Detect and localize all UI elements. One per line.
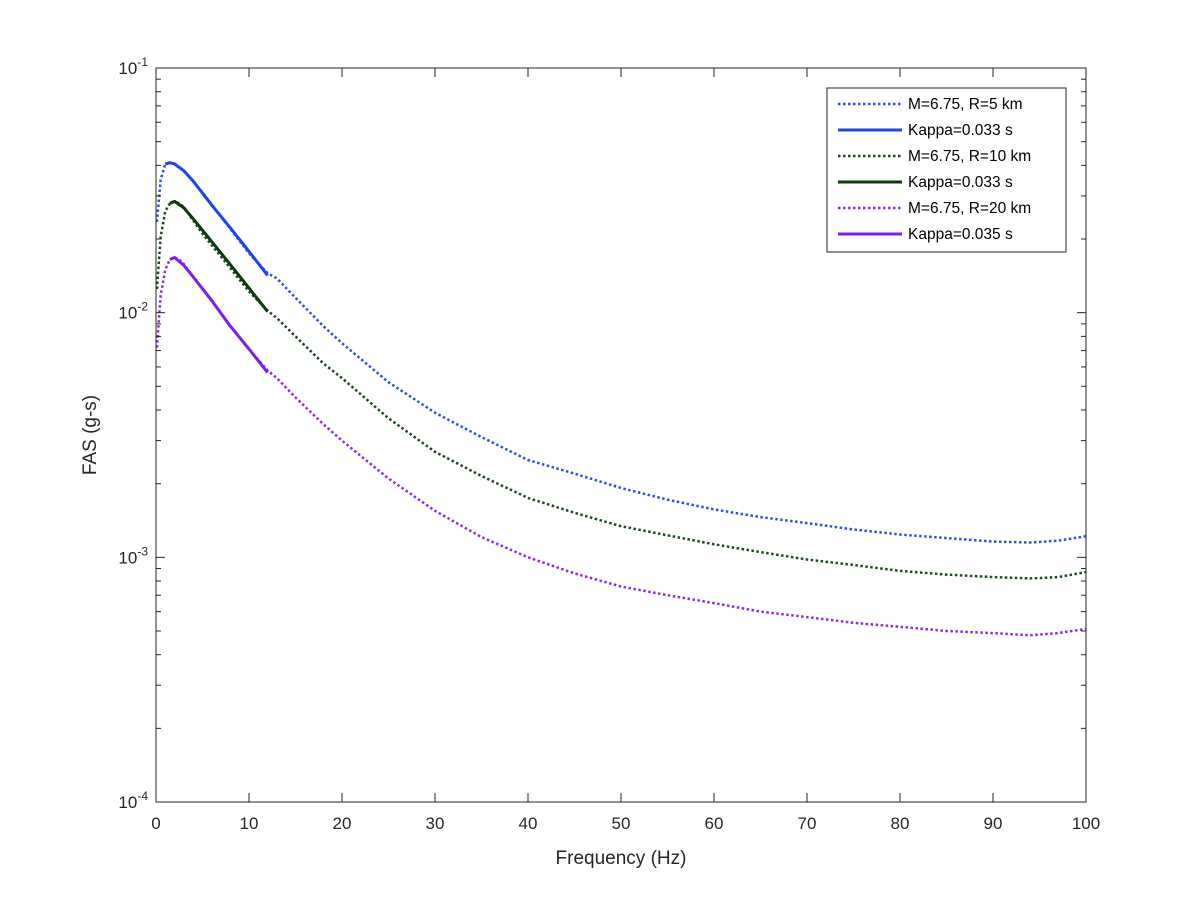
series-line-3 xyxy=(169,199,269,313)
legend-entries: M=6.75, R=5 km Kappa=0.033 s M=6.75, R=10 … xyxy=(838,96,1031,243)
y-axis-title: FAS (g-s) xyxy=(80,395,101,475)
y-tick-label-2: 10-2 xyxy=(118,300,148,323)
x-tick-label-4: 40 xyxy=(519,814,538,833)
y-tick-label-1: 10-3 xyxy=(118,544,148,567)
legend: M=6.75, R=5 km Kappa=0.033 s M=6.75, R=10 … xyxy=(826,87,1067,253)
y-tick-label-3: 10-1 xyxy=(118,55,148,78)
ticks-layer xyxy=(155,67,1087,803)
series-line-2 xyxy=(155,200,1087,580)
x-tick-label-7: 70 xyxy=(798,814,817,833)
x-tick-label-6: 60 xyxy=(705,814,724,833)
legend-label-4: M=6.75, R=20 km xyxy=(908,200,1031,217)
x-tick-label-10: 100 xyxy=(1072,814,1100,833)
x-tick-label-1: 10 xyxy=(240,814,259,833)
x-tick-labels: 0 10 20 30 40 50 60 70 80 90 100 xyxy=(151,814,1100,833)
series-line-5 xyxy=(169,256,269,374)
series-line-1 xyxy=(164,161,269,277)
x-axis-title: Frequency (Hz) xyxy=(556,848,687,869)
series-line-0 xyxy=(155,161,1087,544)
legend-label-3: Kappa=0.033 s xyxy=(908,174,1013,191)
y-tick-label-0: 10-4 xyxy=(118,789,148,812)
legend-box xyxy=(826,87,1067,253)
x-tick-label-3: 30 xyxy=(426,814,445,833)
legend-label-0: M=6.75, R=5 km xyxy=(908,96,1023,113)
x-tick-label-0: 0 xyxy=(151,814,160,833)
x-tick-label-5: 50 xyxy=(612,814,631,833)
x-tick-label-9: 90 xyxy=(984,814,1003,833)
y-tick-labels: 10-4 10-3 10-2 10-1 xyxy=(118,55,148,812)
series-layer xyxy=(155,161,1087,637)
x-tick-label-8: 80 xyxy=(891,814,910,833)
legend-label-2: M=6.75, R=10 km xyxy=(908,148,1031,165)
x-tick-label-2: 20 xyxy=(333,814,352,833)
legend-label-1: Kappa=0.033 s xyxy=(908,122,1013,139)
legend-label-5: Kappa=0.035 s xyxy=(908,226,1013,243)
